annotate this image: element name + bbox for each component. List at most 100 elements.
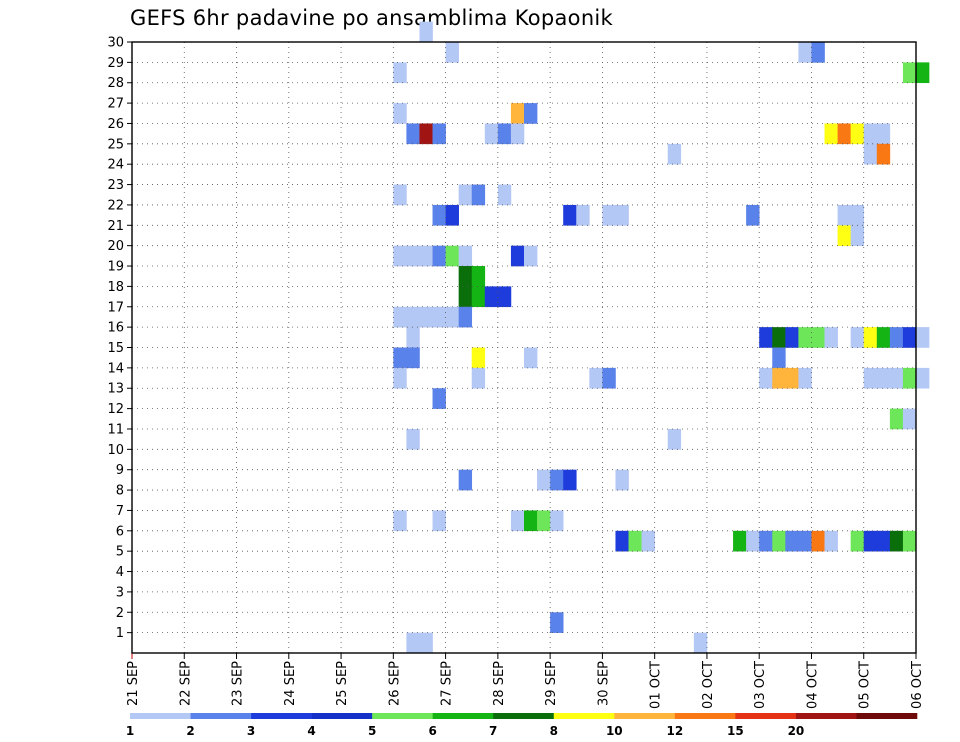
cell-m15-t59 [902, 327, 917, 348]
x-tick-label: 06 OCT [910, 661, 925, 709]
cell-m11-t59 [902, 408, 917, 430]
y-tick-label: 30 [107, 36, 124, 51]
cell-m19-t20 [393, 245, 407, 267]
cell-m6-t20 [393, 510, 407, 532]
cell-m21-t24 [445, 204, 459, 226]
cell-m13-t26 [471, 367, 486, 389]
cell-m1-t32 [550, 612, 564, 633]
cell-m5-t56 [863, 530, 878, 552]
cell-m19-t30 [524, 245, 538, 267]
y-tick-label: 20 [107, 239, 124, 254]
cell-m26-t20 [393, 103, 407, 124]
colorbar-label: 4 [307, 724, 315, 738]
cell-m19-t24 [445, 245, 459, 267]
cell-m19-t22 [419, 245, 433, 267]
cell-m18-t26 [471, 266, 486, 287]
colorbar-label: 2 [186, 724, 194, 738]
cell-m6-t23 [432, 510, 446, 532]
x-tick-label: 01 OCT [649, 661, 664, 709]
y-tick-label: 14 [107, 361, 124, 376]
cell-m15-t50 [785, 327, 799, 348]
colorbar-swatch [856, 713, 918, 719]
y-tick-label: 6 [116, 524, 124, 539]
cell-m24-t57 [876, 143, 891, 165]
y-tick-label: 25 [107, 137, 124, 152]
cell-m8-t37 [615, 469, 629, 491]
colorbar-swatch [795, 713, 857, 719]
cell-m25-t27 [484, 123, 499, 145]
cell-m21-t55 [850, 204, 865, 226]
cell-m13-t48 [759, 367, 773, 389]
cell-m10-t41 [667, 428, 682, 450]
x-tick-label: 24 SEP [283, 661, 298, 706]
cell-m29-t24 [445, 42, 459, 63]
cell-m22-t20 [393, 184, 407, 206]
cell-m25-t29 [510, 123, 525, 145]
cell-m16-t25 [458, 306, 473, 328]
cell-m14-t49 [772, 347, 786, 369]
colorbar-label: 3 [247, 724, 255, 738]
x-tick-label: 25 SEP [335, 661, 350, 706]
cell-m0-t43 [693, 632, 708, 654]
cell-m6-t29 [510, 510, 525, 532]
colorbar-swatch [432, 713, 494, 719]
cell-m25-t28 [497, 123, 512, 145]
cell-m18-t25 [458, 266, 473, 287]
cell-m14-t26 [471, 347, 486, 369]
cell-m24-t41 [667, 143, 682, 165]
colorbar-swatch [614, 713, 676, 719]
cell-m15-t21 [406, 327, 420, 348]
y-tick-label: 13 [107, 382, 124, 397]
x-tick-label: 23 SEP [231, 661, 246, 706]
cell-m16-t23 [432, 306, 446, 328]
y-tick-label: 24 [107, 158, 124, 173]
cell-m8-t25 [458, 469, 473, 491]
y-tick-label: 3 [116, 585, 124, 600]
cell-m6-t32 [550, 510, 564, 532]
colorbar: 1 2 3 4 5 6 7 8 10 12 15 20 [126, 713, 918, 738]
y-tick-label: 1 [116, 626, 124, 641]
cell-m26-t29 [510, 103, 525, 124]
y-tick-label: 9 [116, 463, 124, 478]
cell-m19-t23 [432, 245, 446, 267]
cell-m5-t37 [615, 530, 629, 552]
cell-m6-t31 [537, 510, 551, 532]
cell-m21-t34 [576, 204, 590, 226]
colorbar-label: 20 [788, 724, 805, 738]
cell-m5-t50 [785, 530, 799, 552]
chart-title: GEFS 6hr padavine po ansamblima Kopaonik [130, 6, 614, 30]
cell-m25-t21 [406, 123, 420, 145]
y-tick-label: 19 [107, 260, 124, 275]
cell-m8-t33 [563, 469, 577, 491]
cell-m24-t56 [863, 143, 878, 165]
x-tick-label: 22 SEP [178, 661, 193, 706]
cell-m21-t47 [746, 204, 760, 226]
cell-m14-t30 [524, 347, 538, 369]
cell-m13-t50 [785, 367, 799, 389]
colorbar-label: 12 [666, 724, 683, 738]
cell-m13-t58 [889, 367, 904, 389]
y-tick-label: 29 [107, 56, 124, 71]
cell-m21-t36 [602, 204, 616, 226]
cell-m20-t54 [837, 225, 851, 246]
cell-m16-t24 [445, 306, 459, 328]
cell-m13-t20 [393, 367, 407, 389]
y-tick-label: 5 [116, 545, 124, 560]
y-tick-label: 16 [107, 321, 124, 336]
cell-m17-t28 [497, 286, 512, 308]
cell-m8-t32 [550, 469, 564, 491]
cell-m15-t57 [876, 327, 891, 348]
y-tick-label: 17 [107, 300, 124, 315]
cell-m5-t38 [628, 530, 642, 552]
cell-m21-t23 [432, 204, 446, 226]
x-tick-label: 02 OCT [701, 661, 716, 709]
cell-m13-t49 [772, 367, 786, 389]
y-tick-label: 21 [107, 219, 124, 234]
colorbar-swatch [735, 713, 797, 719]
colorbar-swatch [130, 713, 191, 719]
cell-m5-t52 [811, 530, 825, 552]
grid-lines [132, 42, 916, 653]
y-tick-label: 8 [116, 484, 124, 499]
cell-m26-t30 [524, 103, 538, 124]
cell-m25-t53 [824, 123, 838, 145]
